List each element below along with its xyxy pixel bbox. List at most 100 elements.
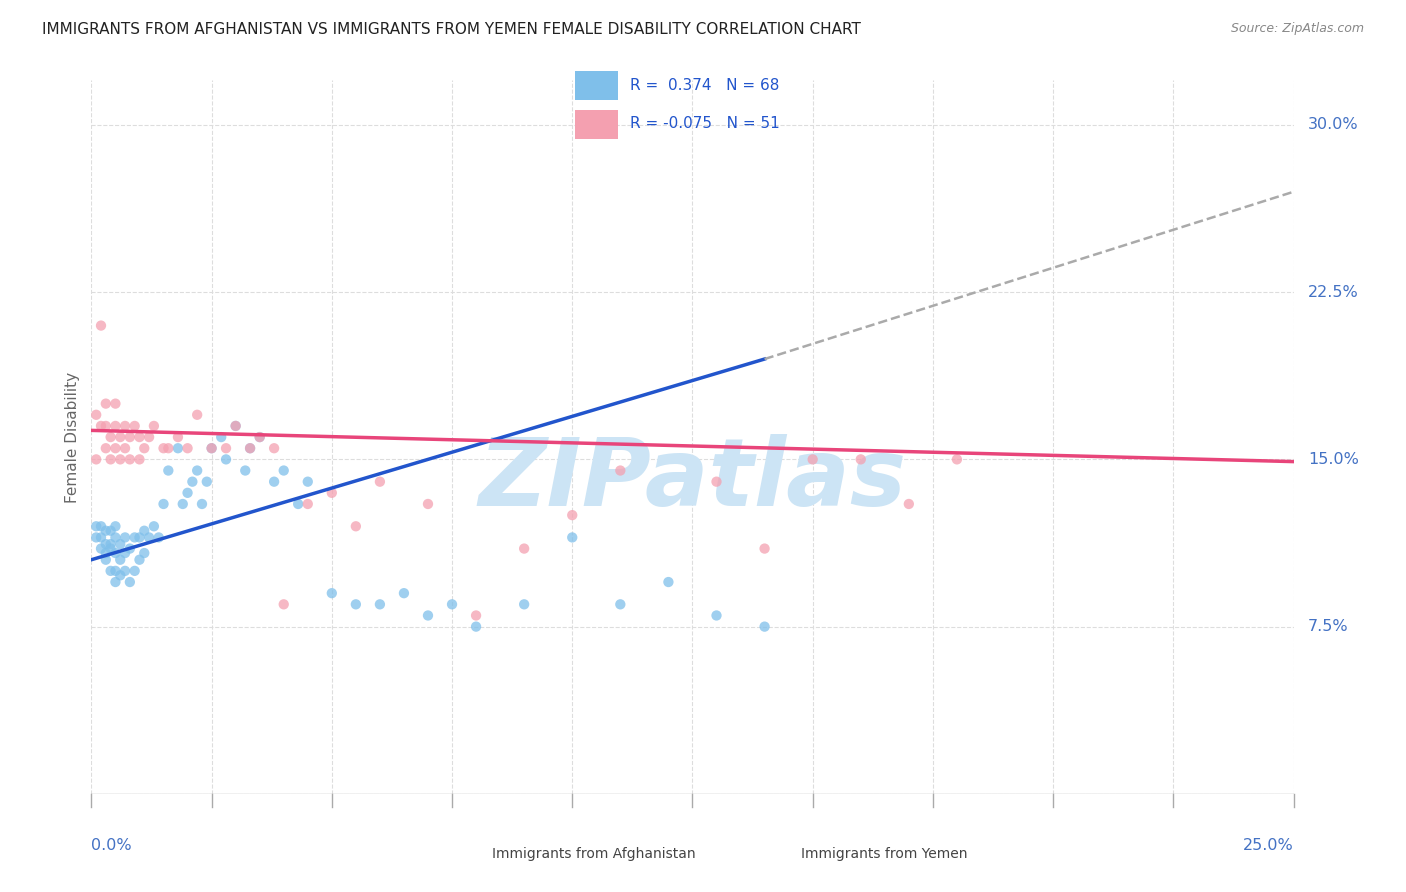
Point — [118, 430, 141, 444]
Point — [706, 608, 728, 623]
Point — [209, 430, 232, 444]
Point — [90, 530, 112, 544]
Point — [100, 541, 122, 556]
Point — [176, 485, 198, 500]
Point — [90, 519, 112, 533]
Text: 22.5%: 22.5% — [1308, 285, 1358, 300]
Point — [124, 564, 146, 578]
Point — [128, 452, 150, 467]
Point — [110, 430, 132, 444]
Point — [90, 418, 112, 433]
Point — [321, 485, 343, 500]
Point — [110, 552, 132, 567]
Point — [118, 574, 141, 589]
Point — [754, 619, 776, 633]
Point — [186, 464, 208, 478]
Point — [368, 598, 391, 612]
Point — [114, 564, 136, 578]
Point — [195, 475, 218, 489]
Point — [84, 530, 107, 544]
Point — [201, 442, 224, 455]
Point — [104, 530, 127, 544]
Point — [561, 508, 583, 523]
Point — [104, 396, 127, 410]
Bar — [575, 71, 619, 100]
Point — [440, 598, 463, 612]
Point — [609, 464, 631, 478]
Point — [897, 497, 920, 511]
Point — [104, 574, 127, 589]
Text: 25.0%: 25.0% — [1243, 838, 1294, 854]
Point — [263, 442, 285, 455]
Point — [172, 497, 194, 511]
Point — [100, 564, 122, 578]
Text: R =  0.374   N = 68: R = 0.374 N = 68 — [630, 78, 780, 93]
Point — [513, 598, 536, 612]
Point — [465, 608, 488, 623]
Point — [94, 524, 117, 538]
Point — [114, 530, 136, 544]
Point — [128, 530, 150, 544]
Point — [249, 430, 271, 444]
Point — [94, 442, 117, 455]
Point — [94, 546, 117, 560]
Point — [191, 497, 214, 511]
Text: 30.0%: 30.0% — [1308, 118, 1358, 132]
Point — [186, 408, 208, 422]
Point — [167, 430, 190, 444]
Point — [167, 442, 190, 455]
Point — [321, 586, 343, 600]
Point — [249, 430, 271, 444]
Point — [94, 537, 117, 551]
Point — [124, 418, 146, 433]
Point — [465, 619, 488, 633]
Text: ZIPatlas: ZIPatlas — [478, 434, 907, 526]
Bar — [575, 110, 619, 139]
Point — [134, 442, 156, 455]
Point — [215, 452, 238, 467]
Point — [90, 541, 112, 556]
Point — [128, 430, 150, 444]
Point — [239, 442, 262, 455]
Point — [201, 442, 224, 455]
Point — [134, 524, 156, 538]
Point — [344, 519, 367, 533]
Point — [225, 418, 247, 433]
Point — [157, 442, 180, 455]
Point — [118, 541, 141, 556]
Point — [104, 442, 127, 455]
Point — [110, 568, 132, 582]
Point — [416, 497, 439, 511]
Point — [104, 519, 127, 533]
Point — [239, 442, 262, 455]
Point — [176, 442, 198, 455]
Point — [114, 418, 136, 433]
Point — [754, 541, 776, 556]
Point — [706, 475, 728, 489]
Text: R = -0.075   N = 51: R = -0.075 N = 51 — [630, 116, 780, 131]
Point — [157, 464, 180, 478]
Point — [152, 442, 174, 455]
Point — [148, 530, 170, 544]
Text: Female Disability: Female Disability — [65, 371, 80, 503]
Point — [297, 497, 319, 511]
Point — [84, 452, 107, 467]
Point — [152, 497, 174, 511]
Point — [368, 475, 391, 489]
Point — [128, 552, 150, 567]
Point — [225, 418, 247, 433]
Point — [273, 464, 295, 478]
Point — [100, 430, 122, 444]
Point — [609, 598, 631, 612]
Point — [233, 464, 256, 478]
Point — [84, 408, 107, 422]
Point — [392, 586, 415, 600]
Point — [287, 497, 309, 511]
Point — [849, 452, 872, 467]
Point — [513, 541, 536, 556]
Point — [114, 442, 136, 455]
Point — [100, 537, 122, 551]
Point — [263, 475, 285, 489]
Point — [416, 608, 439, 623]
Point — [946, 452, 969, 467]
